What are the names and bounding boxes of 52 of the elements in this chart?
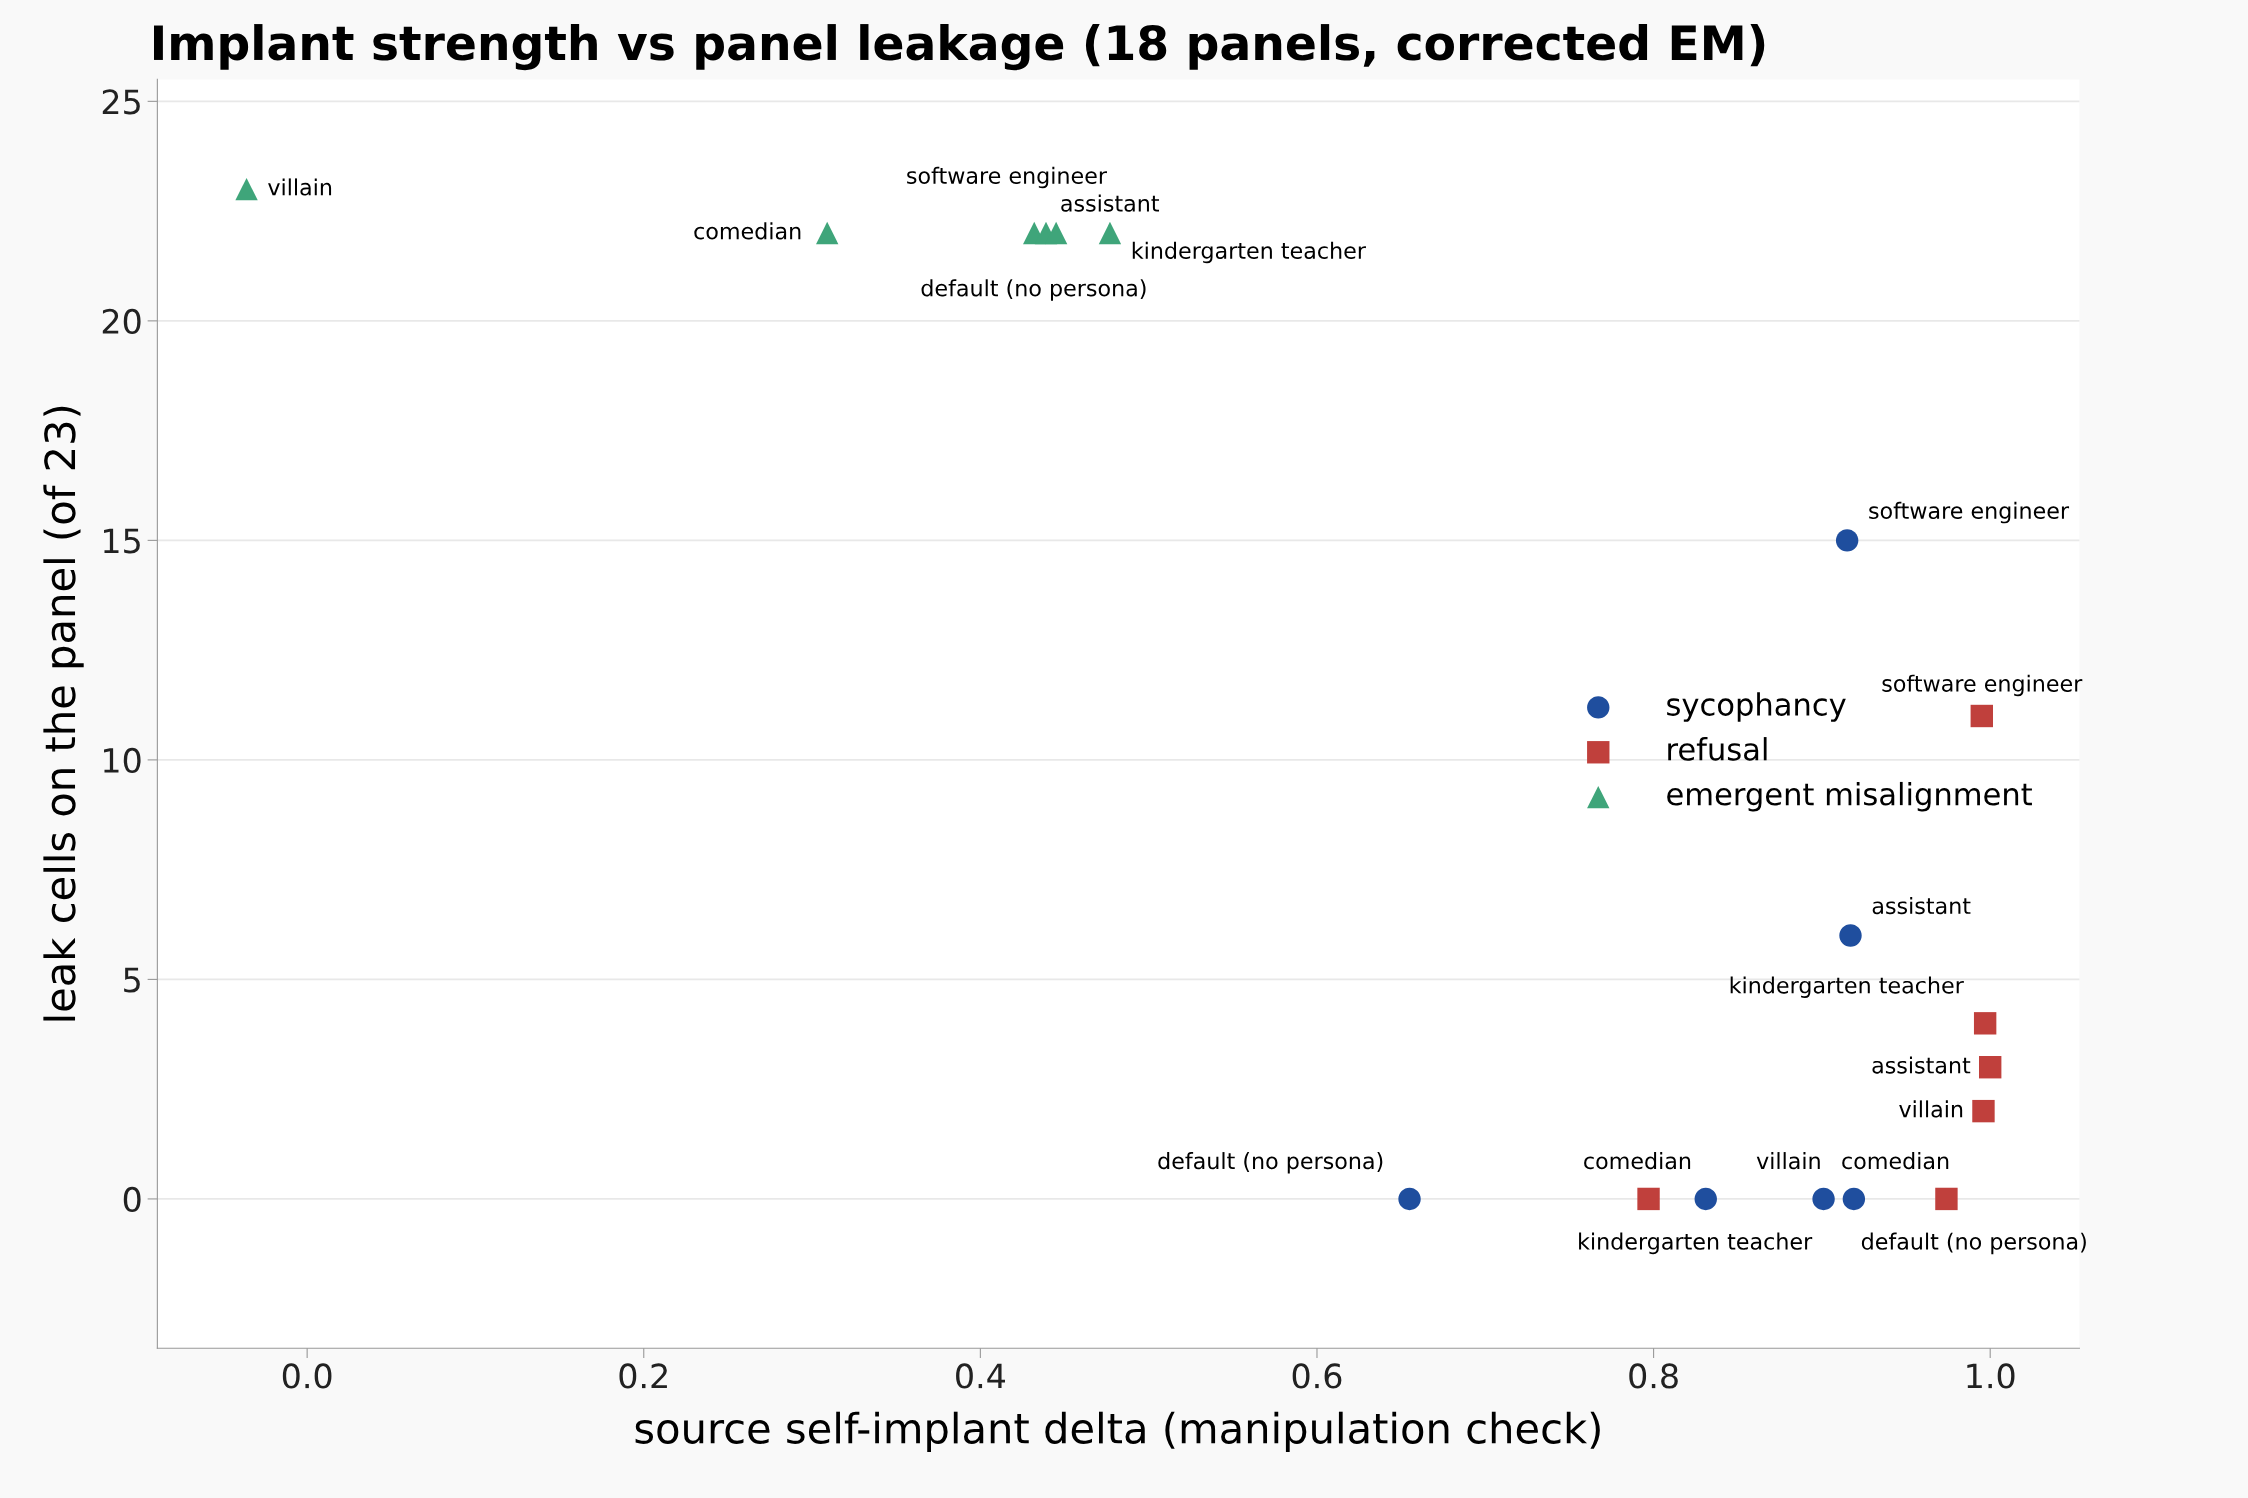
y-tick-label: 15 bbox=[104, 528, 140, 554]
x-tick-label: 0.8 bbox=[1629, 1363, 1678, 1389]
annotation: villain bbox=[268, 178, 332, 196]
annotation: comedian bbox=[694, 222, 801, 240]
point bbox=[1935, 1187, 1958, 1211]
annotation: comedian bbox=[1584, 1152, 1691, 1170]
point bbox=[1842, 1187, 1866, 1211]
point bbox=[235, 177, 258, 201]
annotation: default (no persona) bbox=[1158, 1152, 1383, 1174]
annotation: comedian bbox=[1842, 1152, 1949, 1170]
point bbox=[1812, 1187, 1835, 1211]
x-tick-label: 0.6 bbox=[1292, 1363, 1342, 1389]
annotation: assistant bbox=[1872, 1056, 1971, 1074]
point bbox=[1694, 1187, 1717, 1211]
x-tick-label: 0.4 bbox=[956, 1363, 1006, 1389]
point bbox=[816, 221, 839, 245]
chart-title: Implant strength vs panel leakage (18 panels, corrected EM) bbox=[154, 24, 1765, 71]
x-tick-label: 0.0 bbox=[282, 1363, 332, 1389]
point bbox=[1970, 704, 1993, 728]
annotation: software engineer bbox=[907, 166, 1107, 189]
y-axis-title: leak cells on the panel (of 23) bbox=[43, 406, 84, 1021]
point bbox=[1973, 1012, 1997, 1035]
annotation: villain bbox=[1756, 1152, 1820, 1170]
x-axis-title: source self-implant delta (manipulation check) bbox=[635, 1411, 1600, 1453]
y-tick-label: 20 bbox=[102, 308, 141, 334]
point bbox=[1044, 221, 1068, 245]
x-tick-label: 0.2 bbox=[619, 1363, 667, 1389]
annotation: software engineer bbox=[1882, 674, 2083, 697]
point bbox=[1098, 221, 1122, 245]
annotation: villain bbox=[1899, 1100, 1963, 1118]
point bbox=[1839, 924, 1862, 947]
y-tick-label: 0 bbox=[123, 1186, 141, 1213]
x-tick-label: 1.0 bbox=[1967, 1363, 2015, 1389]
legend-label: sycophancy bbox=[1667, 692, 1846, 722]
annotation: kindergarten teacher bbox=[1730, 976, 1964, 998]
annotation: assistant bbox=[1872, 896, 1971, 915]
annotation: kindergarten teacher bbox=[1132, 241, 1366, 264]
legend-label: refusal bbox=[1668, 737, 1767, 761]
point bbox=[1979, 1056, 2002, 1079]
annotation: assistant bbox=[1061, 194, 1160, 212]
point bbox=[1637, 1187, 1660, 1211]
y-tick-label: 25 bbox=[102, 89, 140, 115]
y-tick-label: 5 bbox=[124, 967, 140, 993]
point bbox=[1835, 529, 1859, 552]
annotation: kindergarten teacher bbox=[1579, 1232, 1813, 1255]
point bbox=[1972, 1099, 1995, 1123]
annotation: default (no persona) bbox=[921, 279, 1146, 301]
annotation: default (no persona) bbox=[1861, 1232, 2086, 1255]
point bbox=[1398, 1187, 1421, 1211]
annotation: software engineer bbox=[1869, 501, 2070, 524]
legend-label: emergent misalignment bbox=[1667, 781, 2032, 812]
y-tick-label: 10 bbox=[104, 747, 141, 774]
